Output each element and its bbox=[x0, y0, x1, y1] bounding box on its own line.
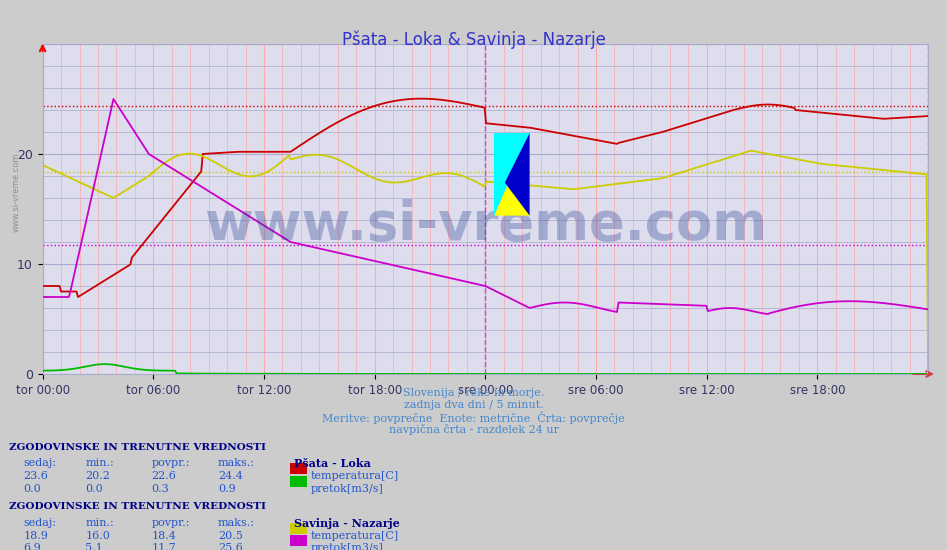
Text: 0.9: 0.9 bbox=[218, 484, 236, 494]
Text: temperatura[C]: temperatura[C] bbox=[311, 471, 399, 481]
Text: 24.4: 24.4 bbox=[218, 471, 242, 481]
Text: www.si-vreme.com: www.si-vreme.com bbox=[11, 153, 21, 232]
Text: min.:: min.: bbox=[85, 518, 114, 527]
Text: sedaj:: sedaj: bbox=[24, 518, 57, 527]
Text: pretok[m3/s]: pretok[m3/s] bbox=[311, 484, 384, 494]
Text: 25.6: 25.6 bbox=[218, 543, 242, 550]
Text: povpr.:: povpr.: bbox=[152, 518, 190, 527]
Text: sedaj:: sedaj: bbox=[24, 458, 57, 468]
Text: 0.0: 0.0 bbox=[85, 484, 103, 494]
Text: min.:: min.: bbox=[85, 458, 114, 468]
Text: Pšata - Loka: Pšata - Loka bbox=[294, 458, 370, 469]
Text: povpr.:: povpr.: bbox=[152, 458, 190, 468]
Text: 18.9: 18.9 bbox=[24, 531, 48, 541]
Text: navpična črta - razdelek 24 ur: navpična črta - razdelek 24 ur bbox=[388, 424, 559, 435]
Polygon shape bbox=[494, 133, 529, 216]
Text: 6.9: 6.9 bbox=[24, 543, 42, 550]
Text: zadnja dva dni / 5 minut.: zadnja dva dni / 5 minut. bbox=[403, 400, 544, 410]
Text: Savinja - Nazarje: Savinja - Nazarje bbox=[294, 518, 400, 529]
Polygon shape bbox=[494, 133, 529, 216]
Text: Meritve: povprečne  Enote: metrične  Črta: povprečje: Meritve: povprečne Enote: metrične Črta:… bbox=[322, 412, 625, 425]
Text: Slovenija / reke in morje.: Slovenija / reke in morje. bbox=[402, 388, 545, 398]
Text: 20.5: 20.5 bbox=[218, 531, 242, 541]
Text: Pšata - Loka & Savinja - Nazarje: Pšata - Loka & Savinja - Nazarje bbox=[342, 30, 605, 49]
Text: ZGODOVINSKE IN TRENUTNE VREDNOSTI: ZGODOVINSKE IN TRENUTNE VREDNOSTI bbox=[9, 443, 266, 452]
Text: 11.7: 11.7 bbox=[152, 543, 176, 550]
Text: temperatura[C]: temperatura[C] bbox=[311, 531, 399, 541]
Text: pretok[m3/s]: pretok[m3/s] bbox=[311, 543, 384, 550]
Text: 5.1: 5.1 bbox=[85, 543, 103, 550]
Text: 18.4: 18.4 bbox=[152, 531, 176, 541]
Text: 20.2: 20.2 bbox=[85, 471, 110, 481]
Text: 16.0: 16.0 bbox=[85, 531, 110, 541]
Text: 23.6: 23.6 bbox=[24, 471, 48, 481]
Text: ZGODOVINSKE IN TRENUTNE VREDNOSTI: ZGODOVINSKE IN TRENUTNE VREDNOSTI bbox=[9, 502, 266, 511]
Text: maks.:: maks.: bbox=[218, 518, 255, 527]
Text: maks.:: maks.: bbox=[218, 458, 255, 468]
Text: 0.3: 0.3 bbox=[152, 484, 170, 494]
Polygon shape bbox=[505, 133, 529, 216]
Text: 22.6: 22.6 bbox=[152, 471, 176, 481]
Text: www.si-vreme.com: www.si-vreme.com bbox=[204, 200, 767, 251]
Text: 0.0: 0.0 bbox=[24, 484, 42, 494]
